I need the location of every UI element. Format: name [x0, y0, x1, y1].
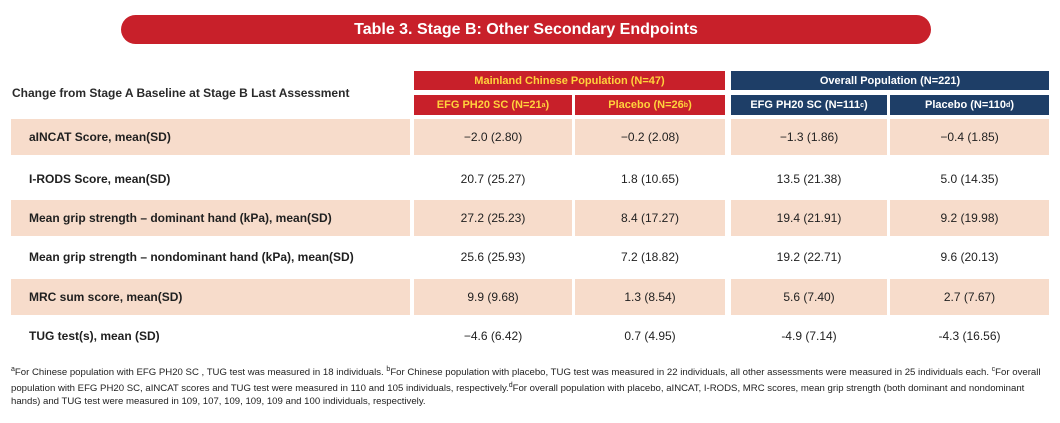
table-cell: −1.3 (1.86): [731, 119, 887, 155]
column-header: Placebo (N=26 b): [575, 95, 725, 115]
footnote-text: For overall population with EFG PH20 SC,…: [11, 367, 1041, 395]
table-cell: 20.7 (25.27): [460, 172, 526, 186]
table-cell: −0.4 (1.85): [890, 119, 1049, 155]
footnote-text: For Chinese population with EFG PH20 SC …: [14, 367, 387, 379]
column-header: Placebo (N=110 d): [890, 95, 1049, 115]
table-cell: 19.2 (22.71): [776, 250, 842, 264]
column-header-sup: b: [683, 101, 689, 109]
column-header-label: Placebo (N=110: [925, 99, 1007, 111]
footnote-sup: d: [508, 382, 513, 390]
table-cell: 9.6 (20.13): [940, 250, 999, 264]
table-cell: 25.6 (25.93): [460, 250, 526, 264]
column-header: EFG PH20 SC (N=111 c): [731, 95, 887, 115]
row-label: TUG test(s), mean (SD): [29, 329, 160, 343]
row-label: aINCAT Score, mean(SD): [11, 119, 410, 155]
column-header-close: ): [545, 99, 550, 111]
table-cell: 27.2 (25.23): [414, 200, 572, 236]
table-cell: 1.3 (8.54): [575, 279, 725, 315]
column-header-close: ): [863, 99, 868, 111]
table-cell: 5.0 (14.35): [940, 172, 999, 186]
footnote-text: For overall population with placebo, aIN…: [11, 383, 1025, 408]
table-cell: 9.9 (9.68): [414, 279, 572, 315]
table-cell: 0.7 (4.95): [624, 329, 676, 343]
table-cell: 13.5 (21.38): [776, 172, 842, 186]
row-label: I-RODS Score, mean(SD): [29, 172, 171, 186]
footnote-sup: c: [991, 366, 996, 373]
row-label: MRC sum score, mean(SD): [11, 279, 410, 315]
footnote-sup: b: [386, 366, 391, 373]
column-header: EFG PH20 SC (N=21 a): [414, 95, 572, 115]
table-cell: -4.9 (7.14): [781, 329, 837, 343]
column-header-sup: d: [1006, 101, 1011, 109]
footnotes: aFor Chinese population with EFG PH20 SC…: [11, 363, 1051, 408]
column-header-label: Placebo (N=26: [608, 99, 684, 111]
footnote-sup: a: [11, 366, 15, 373]
table-cell: 8.4 (17.27): [575, 200, 725, 236]
table-cell: −4.6 (6.42): [463, 329, 523, 343]
table-cell: 7.2 (18.82): [620, 250, 680, 264]
row-header-label: Change from Stage A Baseline at Stage B …: [12, 86, 350, 100]
row-label: Mean grip strength – nondominant hand (k…: [29, 250, 354, 264]
column-header-label: EFG PH20 SC (N=21: [436, 99, 542, 111]
table-cell: 9.2 (19.98): [890, 200, 1049, 236]
table-cell: 2.7 (7.67): [890, 279, 1049, 315]
column-header-close: ): [1010, 99, 1014, 111]
table-cell: -4.3 (16.56): [938, 329, 1001, 343]
column-header-sup: c: [860, 101, 864, 109]
column-header-sup: a: [541, 101, 546, 109]
table-cell: −2.0 (2.80): [414, 119, 572, 155]
table-cell: −0.2 (2.08): [575, 119, 725, 155]
row-label: Mean grip strength – dominant hand (kPa)…: [11, 200, 410, 236]
table-cell: 5.6 (7.40): [731, 279, 887, 315]
table-cell: 1.8 (10.65): [620, 172, 680, 186]
table-cell: 19.4 (21.91): [731, 200, 887, 236]
table-title: Table 3. Stage B: Other Secondary Endpoi…: [121, 15, 931, 44]
footnote-text: For Chinese population with placebo, TUG…: [390, 367, 992, 379]
column-header-close: ): [688, 99, 692, 111]
column-header-label: EFG PH20 SC (N=111: [750, 99, 861, 111]
group-header-overall: Overall Population (N=221): [731, 71, 1049, 90]
group-header-mainland: Mainland Chinese Population (N=47): [414, 71, 725, 90]
